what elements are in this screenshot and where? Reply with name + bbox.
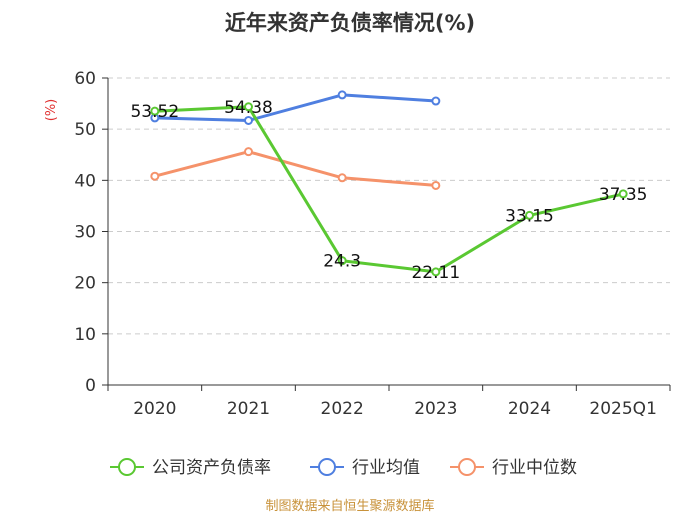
data-labels: 53.52 54.38 24.3 22.11 33.15 37.35 xyxy=(130,98,647,283)
legend-item[interactable]: 行业中位数 xyxy=(450,458,577,478)
x-tick-label: 2020 xyxy=(133,399,176,419)
x-tick-label: 2025Q1 xyxy=(589,399,656,419)
data-point[interactable] xyxy=(150,106,160,116)
data-label: 54.38 xyxy=(224,98,273,118)
legend-marker xyxy=(458,458,476,476)
data-label: 24.3 xyxy=(323,252,361,272)
legend[interactable]: 公司资产负债率 行业均值 行业中位数 xyxy=(110,458,577,478)
data-point[interactable] xyxy=(337,173,347,183)
series-layer xyxy=(150,90,628,277)
source-note: 制图数据来自恒生聚源数据库 xyxy=(265,498,434,514)
series-line-0 xyxy=(154,105,624,274)
y-tick-label: 20 xyxy=(74,274,96,294)
legend-marker xyxy=(118,458,136,476)
data-point[interactable] xyxy=(150,171,160,181)
grid xyxy=(108,77,670,335)
legend-label: 公司资产负债率 xyxy=(152,458,271,478)
data-label: 53.52 xyxy=(130,102,179,122)
y-tick-label: 50 xyxy=(74,120,96,140)
series-line-1 xyxy=(154,93,436,122)
x-tick-label: 2021 xyxy=(227,399,270,419)
y-tick-label: 10 xyxy=(74,325,96,345)
legend-item[interactable]: 公司资产负债率 xyxy=(110,458,271,478)
legend-marker xyxy=(318,458,336,476)
data-label: 33.15 xyxy=(505,206,554,226)
data-point[interactable] xyxy=(244,115,253,125)
data-point[interactable] xyxy=(525,210,534,220)
y-tick-label: 30 xyxy=(74,223,96,243)
legend-label: 行业均值 xyxy=(352,458,420,478)
data-point[interactable] xyxy=(431,96,441,106)
data-point[interactable] xyxy=(244,147,253,157)
y-axis-unit: (%) xyxy=(44,99,59,122)
legend-label: 行业中位数 xyxy=(492,458,577,478)
x-tick-label: 2023 xyxy=(414,399,457,419)
data-point[interactable] xyxy=(431,267,441,277)
axes: 0 10 20 30 40 50 60 2020 2021 2022 2023 2024 2025Q1 xyxy=(74,69,671,419)
y-tick-label: 0 xyxy=(85,376,96,396)
data-point[interactable] xyxy=(337,256,347,266)
data-label: 22.11 xyxy=(411,263,460,283)
x-tick-label: 2024 xyxy=(508,399,551,419)
y-tick-label: 40 xyxy=(74,171,96,191)
y-tick-label: 60 xyxy=(74,69,96,89)
series-line-2 xyxy=(154,150,436,187)
data-point[interactable] xyxy=(618,189,628,199)
data-label: 37.35 xyxy=(599,185,648,205)
x-tick-label: 2022 xyxy=(321,399,364,419)
data-point[interactable] xyxy=(337,90,347,100)
chart-title: 近年来资产负债率情况(%) xyxy=(225,11,475,35)
legend-item[interactable]: 行业均值 xyxy=(310,458,420,478)
data-point[interactable] xyxy=(431,180,441,190)
data-point[interactable] xyxy=(244,102,253,112)
